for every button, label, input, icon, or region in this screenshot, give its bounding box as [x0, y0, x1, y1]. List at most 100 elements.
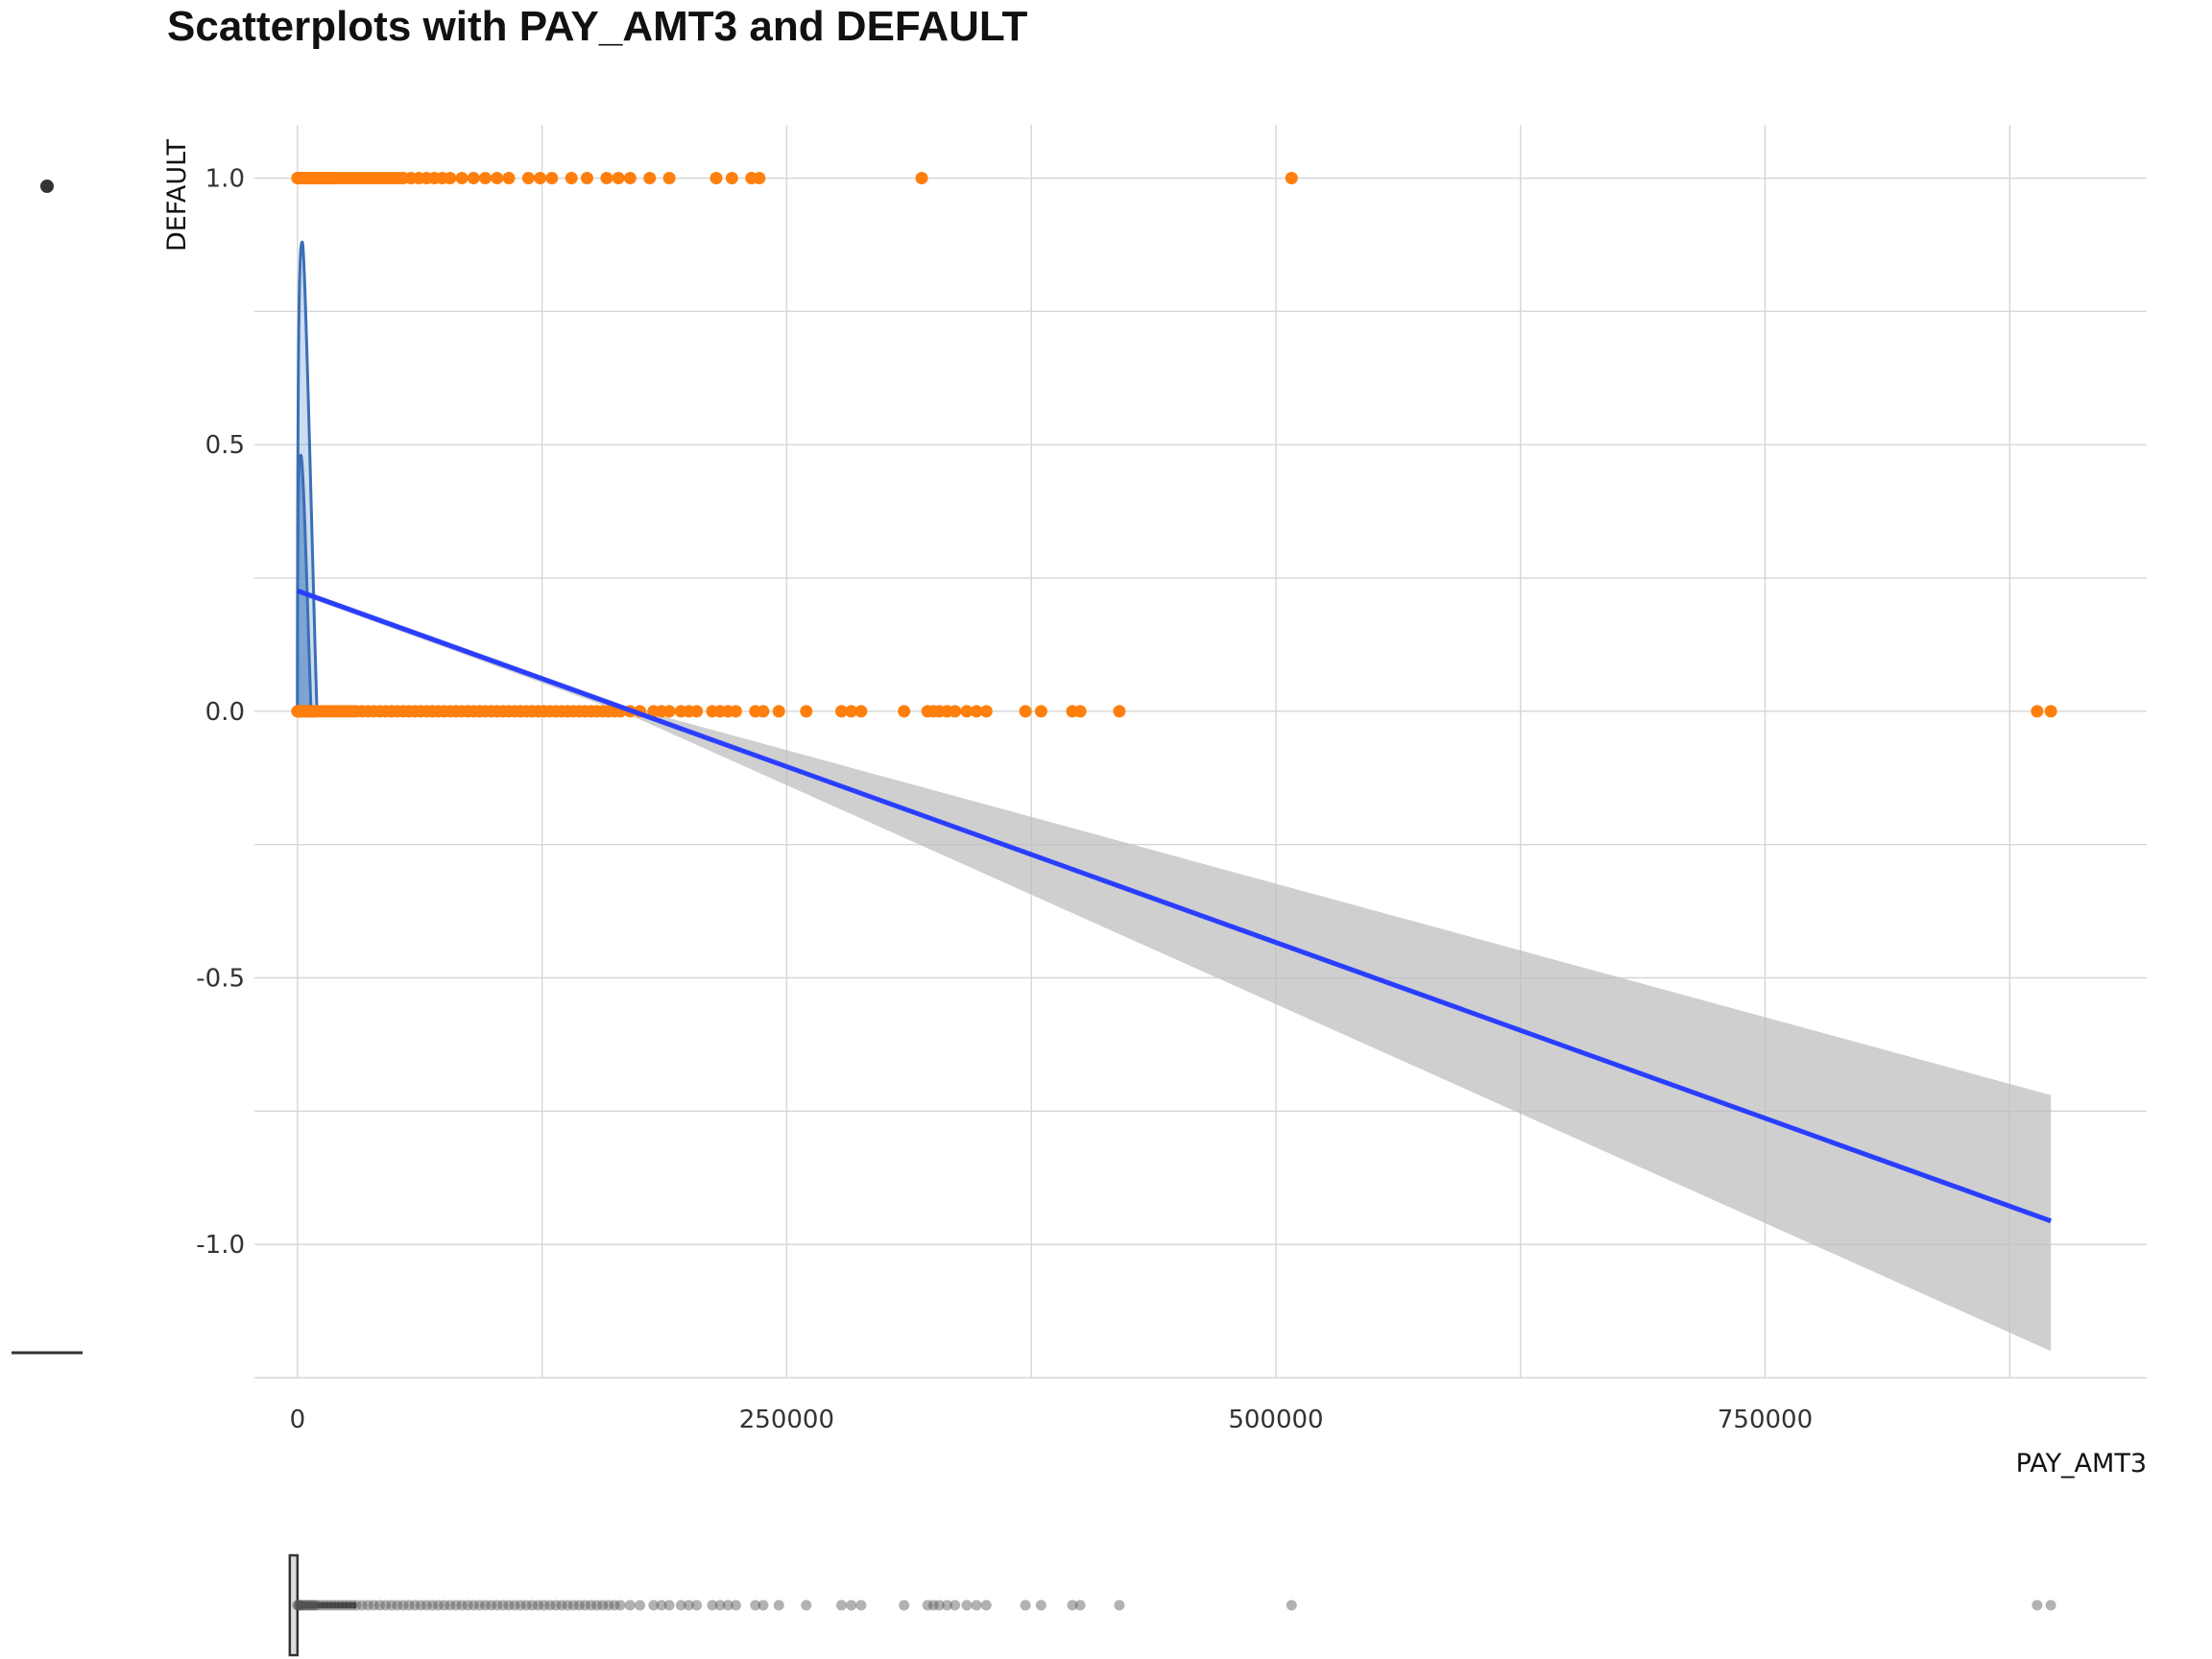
- boxplot-outlier: [591, 1599, 603, 1611]
- boxplot-outlier: [675, 1599, 686, 1611]
- boxplot-outlier: [462, 1599, 473, 1611]
- boxplot-outlier: [714, 1599, 726, 1611]
- boxplot-outlier: [295, 1599, 306, 1611]
- boxplot-outlier: [339, 1599, 350, 1611]
- confidence-band-area: [297, 588, 2052, 1352]
- boxplot-outlier: [773, 1599, 784, 1611]
- boxplot-outlier: [497, 1599, 509, 1611]
- boxplot-outlier: [648, 1599, 660, 1611]
- boxplot-outlier: [707, 1599, 718, 1611]
- confidence-band: [297, 588, 2052, 1352]
- data-point: [444, 172, 457, 185]
- data-point: [979, 705, 993, 718]
- boxplot-outlier: [855, 1599, 867, 1611]
- boxplot-outlier: [296, 1599, 307, 1611]
- points-default-1: [291, 172, 1298, 185]
- data-point: [534, 172, 547, 185]
- boxplot-outlier: [509, 1599, 520, 1611]
- boxplot-outlier: [421, 1599, 432, 1611]
- y-tick-label: 0.0: [205, 698, 245, 727]
- data-point: [2044, 705, 2057, 718]
- boxplot-outlier: [301, 1599, 313, 1611]
- boxplot-outlier: [526, 1599, 538, 1611]
- boxplot-outlier: [801, 1599, 812, 1611]
- boxplot-outlier: [656, 1599, 667, 1611]
- boxplot-outlier: [331, 1599, 343, 1611]
- boxplot-outlier: [307, 1599, 319, 1611]
- boxplot-outlier: [846, 1599, 857, 1611]
- boxplot-outlier: [343, 1599, 354, 1611]
- boxplot-outlier: [971, 1599, 982, 1611]
- data-point: [545, 172, 559, 185]
- data-point: [1113, 705, 1126, 718]
- boxplot-outlier: [2032, 1599, 2043, 1611]
- boxplot-outlier: [309, 1599, 321, 1611]
- data-point: [949, 705, 962, 718]
- boxplot-outlier: [305, 1599, 317, 1611]
- boxplot-outlier: [445, 1599, 456, 1611]
- x-tick-label: 250000: [739, 1406, 834, 1434]
- boxplot-outlier: [950, 1599, 961, 1611]
- data-point: [772, 705, 785, 718]
- boxplot-outlier: [335, 1599, 347, 1611]
- boxplot-outlier: [294, 1599, 305, 1611]
- boxplot-outlier: [327, 1599, 339, 1611]
- y-axis-label: DEFAULT: [162, 139, 192, 252]
- data-point: [479, 172, 493, 185]
- boxplot-outlier: [663, 1599, 675, 1611]
- data-point: [725, 172, 738, 185]
- boxplot-outlier: [691, 1599, 703, 1611]
- boxplot-outlier: [586, 1599, 597, 1611]
- data-point: [581, 172, 594, 185]
- data-point: [834, 705, 848, 718]
- boxplot-outlier: [562, 1599, 573, 1611]
- data-point: [898, 705, 911, 718]
- boxplot-outlier: [624, 1599, 636, 1611]
- data-point: [915, 172, 928, 185]
- boxplot-outlier: [520, 1599, 532, 1611]
- data-point: [970, 705, 983, 718]
- data-point: [600, 172, 613, 185]
- data-point: [662, 705, 676, 718]
- data-point: [521, 172, 535, 185]
- data-point: [753, 172, 766, 185]
- boxplot-outlier: [403, 1599, 415, 1611]
- boxplot-outlier: [730, 1599, 741, 1611]
- regression-line: [296, 588, 2052, 1224]
- chart-title: Scatterplots with PAY_AMT3 and DEFAULT: [167, 3, 1028, 50]
- boxplot-outlier: [298, 1599, 309, 1611]
- boxplot-outlier: [750, 1599, 761, 1611]
- boxplot-outlier: [486, 1599, 497, 1611]
- data-point: [1073, 705, 1087, 718]
- data-point: [2031, 705, 2044, 718]
- boxplot-outlier: [556, 1599, 567, 1611]
- boxplot-outlier: [293, 1599, 304, 1611]
- density-curve: [296, 453, 313, 713]
- boxplot-outlier: [980, 1599, 992, 1611]
- boxplot-outlier: [492, 1599, 503, 1611]
- boxplot-outlier: [503, 1599, 515, 1611]
- data-point: [960, 705, 974, 718]
- boxplot-outlier: [961, 1599, 973, 1611]
- data-point: [854, 705, 868, 718]
- data-point: [800, 705, 813, 718]
- points-default-0: [291, 705, 2057, 718]
- data-point: [1285, 172, 1298, 185]
- regression-line-group: [296, 588, 2052, 1224]
- boxplot-outlier: [550, 1599, 562, 1611]
- data-point: [845, 705, 858, 718]
- data-point: [1019, 705, 1032, 718]
- x-tick-label: 500000: [1228, 1406, 1323, 1434]
- boxplot-outlier: [539, 1599, 550, 1611]
- boxplot-outlier: [450, 1599, 462, 1611]
- boxplot-outlier: [409, 1599, 421, 1611]
- boxplot-outlier: [942, 1599, 953, 1611]
- boxplot-outlier: [614, 1599, 626, 1611]
- boxplot-outlier: [386, 1599, 397, 1611]
- boxplot-outlier: [362, 1599, 373, 1611]
- boxplot-outlier: [1067, 1599, 1078, 1611]
- marginal-boxplot: [288, 1553, 2056, 1657]
- boxplot-outlier: [683, 1599, 694, 1611]
- boxplot-outlier: [473, 1599, 485, 1611]
- y-tick-label: -0.5: [196, 965, 245, 994]
